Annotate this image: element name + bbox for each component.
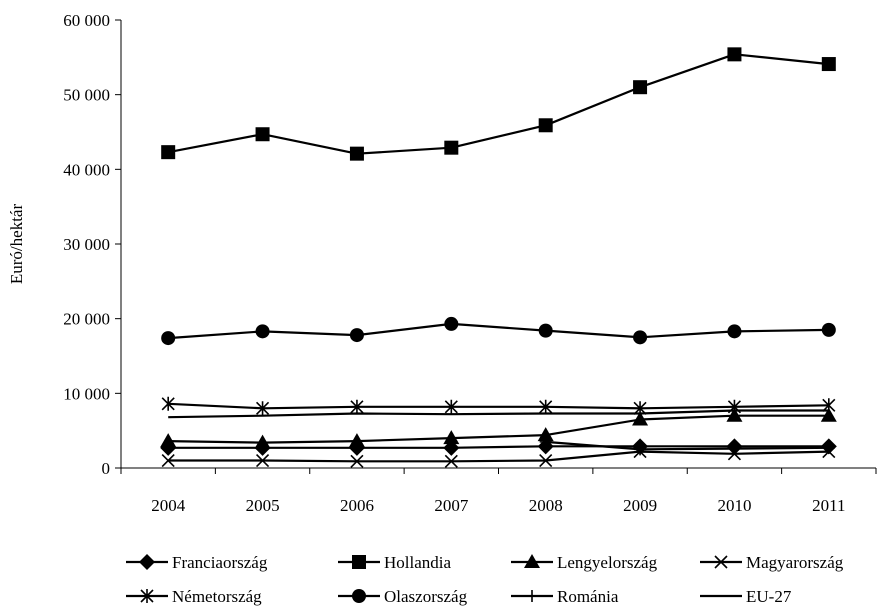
data-point (820, 407, 837, 422)
tick-labels: 0 10 000 20 000 30 000 40 000 50 000 60 000 200… (63, 11, 845, 515)
data-point (161, 396, 175, 411)
legend-marker (139, 554, 155, 570)
data-point (255, 453, 270, 468)
legend-item: Olaszország (338, 587, 468, 606)
y-tick-label: 40 000 (63, 160, 110, 179)
data-point (727, 324, 742, 339)
legend-marker (352, 589, 366, 603)
series-line (168, 414, 829, 444)
legend: Franciaország Hollandia Lengyelország Magya… (126, 553, 844, 606)
legend-label: Németország (172, 587, 262, 606)
data-point (634, 443, 647, 456)
series-olaszorszag (161, 316, 836, 346)
legend-label: Magyarország (746, 553, 844, 572)
data-point (444, 399, 458, 414)
data-point (821, 57, 836, 72)
data-point (254, 434, 271, 449)
legend-marker (526, 590, 538, 602)
legend-label: Románia (557, 587, 619, 606)
legend-marker (714, 555, 728, 569)
y-tick-label: 30 000 (63, 235, 110, 254)
x-tick-label: 2008 (529, 496, 563, 515)
y-axis-title: Euró/hektár (7, 204, 26, 285)
data-point (444, 140, 459, 155)
legend-marker (140, 589, 154, 603)
y-tick-label: 0 (102, 459, 111, 478)
data-point (539, 453, 553, 468)
data-point (444, 454, 458, 468)
data-point (538, 323, 553, 338)
series-line (168, 450, 829, 463)
data-point (727, 47, 742, 62)
legend-marker (352, 555, 366, 569)
series-line (545, 440, 829, 451)
legend-item: Románia (511, 587, 619, 606)
series-nemetorszag (161, 396, 836, 416)
data-point (255, 401, 270, 416)
legend-label: EU-27 (746, 587, 792, 606)
x-tick-label: 2005 (246, 496, 280, 515)
data-point (443, 430, 460, 445)
data-point (161, 145, 176, 160)
series-group (160, 47, 837, 468)
legend-label: Hollandia (384, 553, 451, 572)
data-point (821, 322, 836, 337)
data-point (444, 316, 459, 331)
data-point (632, 411, 649, 426)
series-line (168, 322, 829, 340)
series-lengyelorszag (160, 407, 837, 449)
legend-item: Magyarország (700, 553, 844, 572)
series-hollandia (161, 47, 836, 161)
data-point (349, 146, 364, 161)
legend-item: Hollandia (338, 553, 451, 572)
data-point (160, 433, 177, 448)
data-point (350, 399, 364, 414)
data-point (539, 435, 552, 448)
series-line (168, 445, 829, 449)
data-point (255, 127, 270, 142)
y-tick-label: 20 000 (63, 310, 110, 329)
legend-marker (524, 554, 540, 568)
x-tick-label: 2007 (434, 496, 469, 515)
series-line (167, 53, 829, 155)
x-tick-label: 2009 (623, 496, 657, 515)
legend-item: Lengyelország (511, 553, 658, 572)
x-tick-label: 2010 (717, 496, 751, 515)
legend-label: Franciaország (172, 553, 268, 572)
data-point (349, 328, 364, 343)
x-tick-label: 2006 (340, 496, 374, 515)
data-point (538, 118, 553, 133)
data-point (537, 427, 554, 442)
data-point (726, 407, 743, 422)
legend-item: Franciaország (126, 553, 268, 572)
series-line (168, 409, 829, 419)
series-line (168, 402, 829, 410)
data-point (161, 453, 175, 468)
axes (115, 19, 877, 474)
legend-item: Németország (126, 587, 262, 606)
y-tick-label: 10 000 (63, 384, 110, 403)
x-tick-label: 2011 (812, 496, 845, 515)
data-point (348, 433, 365, 448)
data-point (633, 330, 648, 345)
series-romania (539, 435, 835, 456)
legend-label: Olaszország (384, 587, 468, 606)
y-tick-label: 60 000 (63, 11, 110, 30)
data-point (350, 454, 364, 468)
legend-label: Lengyelország (557, 553, 658, 572)
data-point (633, 80, 648, 95)
data-point (161, 331, 176, 346)
series-eu-27 (168, 409, 829, 419)
legend-item: EU-27 (700, 587, 792, 606)
data-point (822, 398, 836, 413)
x-tick-label: 2004 (151, 496, 186, 515)
data-point (255, 324, 270, 339)
data-point (539, 399, 553, 414)
data-point (822, 441, 835, 454)
data-point (728, 442, 741, 455)
series-magyarorszag (161, 445, 836, 468)
y-tick-label: 50 000 (63, 86, 110, 105)
